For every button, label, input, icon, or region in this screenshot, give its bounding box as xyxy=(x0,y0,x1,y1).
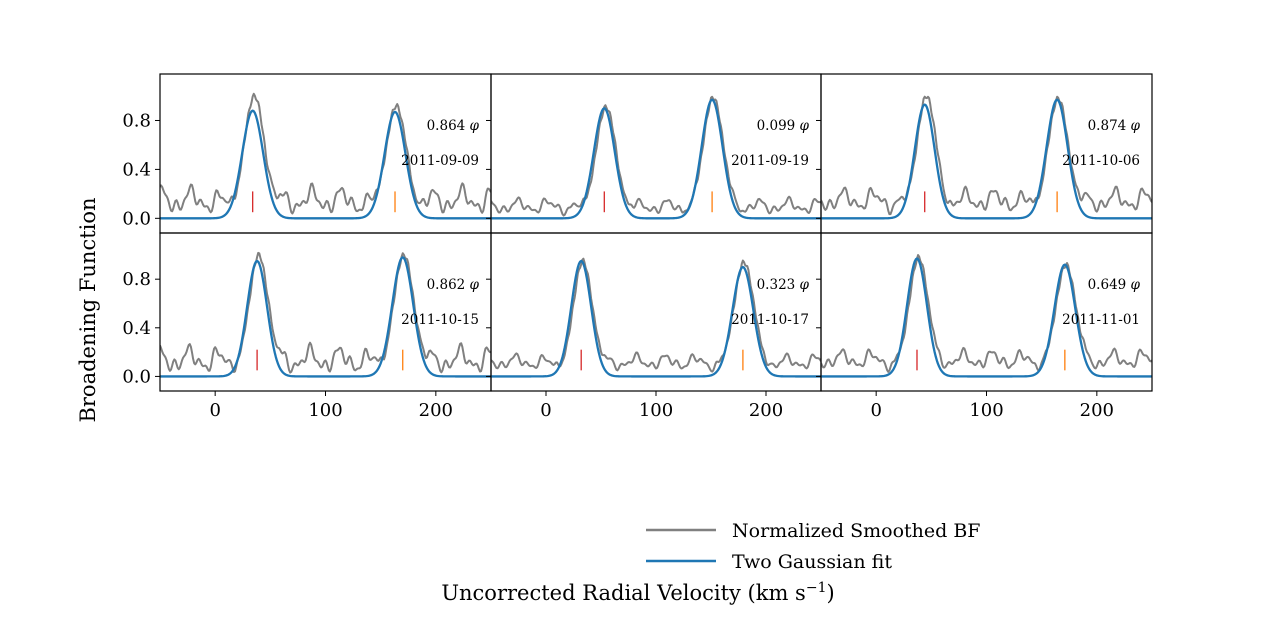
date-annotation: 2011-10-17 xyxy=(731,312,809,328)
panel-plot-area xyxy=(160,92,491,220)
x-tick-label: 100 xyxy=(639,400,673,421)
panel-plot-area xyxy=(160,251,491,378)
phase-symbol: φ xyxy=(800,118,810,134)
panel-6: 0 100 200 0.649 φ 2011-11-01 xyxy=(816,232,1153,421)
phase-symbol: φ xyxy=(470,277,480,293)
legend: Normalized Smoothed BF Two Gaussian fit xyxy=(646,520,980,573)
phase-symbol: φ xyxy=(1131,118,1141,134)
phase-symbol: φ xyxy=(1131,277,1141,293)
panel-4: 0.0 0.4 0.8 0 100 200 0.862 φ 2011-10-15 xyxy=(122,232,492,421)
y-axis-label: Broadening Function xyxy=(76,197,100,422)
phase-annotation: 0.874 φ xyxy=(1088,118,1141,134)
bf-line xyxy=(160,92,491,215)
date-annotation: 2011-10-06 xyxy=(1062,153,1140,169)
phase-symbol: φ xyxy=(470,118,480,134)
y-tick-label: 0.4 xyxy=(122,318,151,339)
phase-value: 0.864 xyxy=(427,118,470,134)
phase-value: 0.323 xyxy=(757,277,800,293)
panel-grid: 0.0 0.4 0.8 0.864 φ 2011-09-09 0.099 φ 2011-09… xyxy=(122,73,1153,421)
phase-value: 0.649 xyxy=(1088,277,1131,293)
panel-2: 0.099 φ 2011-09-19 xyxy=(486,73,822,234)
x-tick-label: 100 xyxy=(969,400,1003,421)
date-annotation: 2011-09-09 xyxy=(401,153,479,169)
y-tick-label: 0.8 xyxy=(122,110,151,131)
panel-plot-area xyxy=(491,95,821,220)
gaussian-fit-line xyxy=(491,98,821,220)
panel-plot-area xyxy=(491,257,821,378)
legend-label-fit: Two Gaussian fit xyxy=(732,551,892,573)
phase-value: 0.099 xyxy=(757,118,800,134)
date-annotation: 2011-10-15 xyxy=(401,312,479,328)
x-axis-label-main: Uncorrected Radial Velocity (km s xyxy=(441,581,806,605)
panel-plot-area xyxy=(821,95,1152,220)
phase-annotation: 0.649 φ xyxy=(1088,277,1141,293)
panel-5: 0 100 200 0.323 φ 2011-10-17 xyxy=(486,232,822,421)
phase-annotation: 0.099 φ xyxy=(757,118,810,134)
x-tick-label: 200 xyxy=(1080,400,1114,421)
x-tick-label: 0 xyxy=(870,400,881,421)
gaussian-fit-line xyxy=(821,257,1152,378)
y-tick-label: 0.4 xyxy=(122,159,151,180)
bf-line xyxy=(821,95,1152,216)
y-tick-label: 0.8 xyxy=(122,269,151,290)
x-tick-label: 0 xyxy=(209,400,220,421)
date-annotation: 2011-09-19 xyxy=(731,153,809,169)
phase-value: 0.874 xyxy=(1088,118,1131,134)
legend-label-bf: Normalized Smoothed BF xyxy=(732,520,980,542)
bf-line xyxy=(491,257,821,373)
gaussian-fit-line xyxy=(160,256,491,378)
panel-3: 0.874 φ 2011-10-06 xyxy=(816,73,1153,234)
phase-annotation: 0.864 φ xyxy=(427,118,480,134)
y-tick-label: 0.0 xyxy=(122,366,151,387)
x-axis-label-tail: ) xyxy=(826,581,834,605)
gaussian-fit-line xyxy=(821,98,1152,220)
panel-plot-area xyxy=(821,254,1152,378)
bf-line xyxy=(821,254,1152,373)
bf-line xyxy=(491,95,821,217)
y-tick-label: 0.0 xyxy=(122,208,151,229)
phase-symbol: φ xyxy=(800,277,810,293)
x-tick-label: 0 xyxy=(540,400,551,421)
x-tick-label: 200 xyxy=(749,400,783,421)
phase-value: 0.862 xyxy=(427,277,470,293)
x-tick-label: 200 xyxy=(419,400,453,421)
phase-annotation: 0.323 φ xyxy=(757,277,810,293)
x-axis-label: Uncorrected Radial Velocity (km s−1) xyxy=(441,580,834,605)
phase-annotation: 0.862 φ xyxy=(427,277,480,293)
bf-line xyxy=(160,251,491,374)
x-axis-label-sup: −1 xyxy=(806,580,827,596)
gaussian-fit-line xyxy=(160,109,491,220)
panel-1: 0.0 0.4 0.8 0.864 φ 2011-09-09 xyxy=(122,73,492,234)
gaussian-fit-line xyxy=(491,259,821,378)
x-tick-label: 100 xyxy=(308,400,342,421)
date-annotation: 2011-11-01 xyxy=(1062,312,1140,328)
